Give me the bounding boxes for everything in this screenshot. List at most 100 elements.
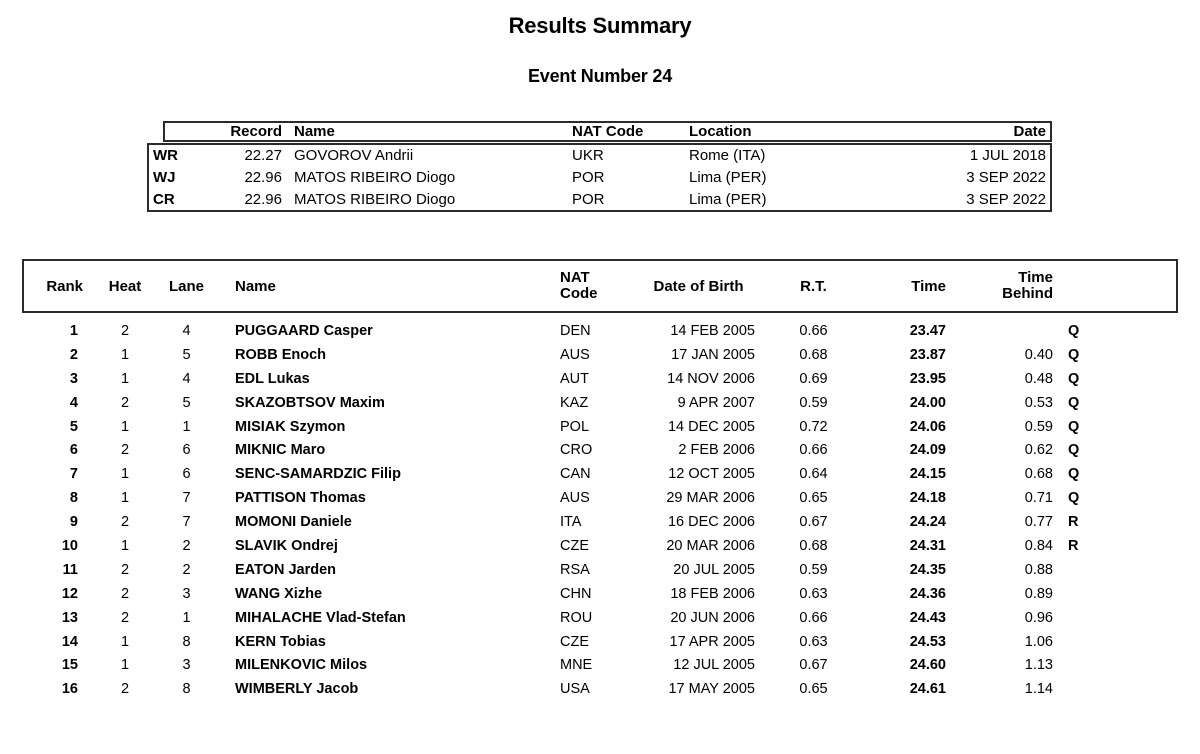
reaction-time-cell: 0.59 [799,394,828,411]
record-time-cell: 22.96 [244,190,282,208]
swimmer-name-cell: PUGGAARD Casper [235,322,373,339]
record-nat-cell: POR [572,190,605,208]
lane-cell: 6 [182,442,191,459]
nat-code-cell: USA [560,681,590,698]
record-nat-cell: UKR [572,147,604,165]
date-of-birth-cell: 9 APR 2007 [677,394,755,411]
swimmer-name-cell: MOMONI Daniele [235,514,352,531]
record-holder-cell: GOVOROV Andrii [294,147,414,165]
time-behind-cell: 0.48 [1024,370,1053,387]
rank-cell: 1 [69,322,78,339]
time-cell: 24.18 [909,490,946,507]
heat-cell: 1 [120,537,130,554]
nat-code-cell: CAN [560,466,591,483]
time-behind-cell: 0.71 [1024,490,1053,507]
time-cell: 24.24 [909,514,946,531]
rank-cell: 9 [69,514,78,531]
qualification-cell: Q [1068,394,1080,411]
date-of-birth-cell: 14 FEB 2005 [670,322,755,339]
reaction-time-cell: 0.63 [799,633,828,650]
rank-cell: 4 [69,394,78,411]
qualification-cell: R [1068,537,1079,554]
qualification-cell: Q [1068,346,1080,363]
record-type-cell: WJ [153,169,176,187]
result-row: 7 1 6 SENC-SAMARDZIC Filip CAN 12 OCT 20… [24,462,1176,486]
heat-cell: 1 [120,490,130,507]
time-behind-cell: 0.40 [1024,346,1053,363]
heat-cell: 1 [120,633,130,650]
swimmer-name-cell: EDL Lukas [235,370,310,387]
results-header-reaction-time: R.T. [800,277,827,295]
lane-cell: 3 [182,657,191,674]
time-behind-cell: 1.06 [1024,633,1053,650]
swimmer-name-cell: MIHALACHE Vlad-Stefan [235,609,406,626]
time-cell: 23.95 [909,370,946,387]
swimmer-name-cell: SENC-SAMARDZIC Filip [235,466,401,483]
results-header-time-behind: Time Behind [1002,270,1053,302]
result-row: 5 1 1 MISIAK Szymon POL 14 DEC 2005 0.72… [24,415,1176,439]
date-of-birth-cell: 20 JUL 2005 [673,561,755,578]
rank-cell: 2 [69,346,78,363]
result-row: 16 2 8 WIMBERLY Jacob USA 17 MAY 2005 0.… [24,677,1176,701]
heat-cell: 2 [120,514,130,531]
results-header-name: Name [235,277,276,295]
swimmer-name-cell: SLAVIK Ondrej [235,537,338,554]
results-header-time: Time [911,277,946,295]
date-of-birth-cell: 17 JAN 2005 [671,346,755,363]
rank-cell: 10 [61,537,78,554]
reaction-time-cell: 0.69 [799,370,828,387]
record-row: WR 22.27 GOVOROV Andrii UKR Rome (ITA) 1… [149,145,1050,167]
qualification-cell: Q [1068,490,1080,507]
time-behind-cell: 0.68 [1024,466,1053,483]
time-behind-cell: 0.62 [1024,442,1053,459]
lane-cell: 5 [182,394,191,411]
nat-code-cell: RSA [560,561,590,578]
result-row: 4 2 5 SKAZOBTSOV Maxim KAZ 9 APR 2007 0.… [24,391,1176,415]
nat-code-cell: AUT [560,370,589,387]
record-time-cell: 22.27 [244,147,282,165]
rank-cell: 5 [69,418,78,435]
time-cell: 24.15 [909,466,946,483]
time-cell: 24.35 [909,561,946,578]
time-cell: 23.87 [909,346,946,363]
qualification-cell: Q [1068,322,1080,339]
event-subtitle: Event Number 24 [527,66,673,86]
lane-cell: 2 [182,561,191,578]
rank-cell: 12 [61,585,78,602]
record-type-cell: WR [153,147,178,165]
date-of-birth-cell: 14 DEC 2005 [667,418,755,435]
heat-cell: 1 [120,466,130,483]
record-location-cell: Rome (ITA) [689,147,766,165]
records-table: Record Name NAT Code Location Date WR 22… [147,121,1052,213]
nat-code-cell: DEN [560,322,591,339]
swimmer-name-cell: EATON Jarden [235,561,336,578]
nat-code-cell: AUS [560,490,590,507]
date-of-birth-cell: 18 FEB 2006 [670,585,755,602]
heat-cell: 2 [120,561,130,578]
date-of-birth-cell: 14 NOV 2006 [667,370,755,387]
heat-cell: 1 [120,657,130,674]
swimmer-name-cell: WIMBERLY Jacob [235,681,359,698]
nat-code-cell: ITA [560,514,582,531]
result-row: 11 2 2 EATON Jarden RSA 20 JUL 2005 0.59… [24,558,1176,582]
lane-cell: 6 [182,466,191,483]
time-cell: 24.06 [909,418,946,435]
time-behind-cell: 0.53 [1024,394,1053,411]
time-behind-cell: 0.77 [1024,514,1053,531]
results-header-rank: Rank [46,277,83,295]
result-row: 14 1 8 KERN Tobias CZE 17 APR 2005 0.63 … [24,630,1176,654]
result-row: 3 1 4 EDL Lukas AUT 14 NOV 2006 0.69 23.… [24,367,1176,391]
lane-cell: 8 [182,633,191,650]
record-location-cell: Lima (PER) [689,190,767,208]
record-type-cell: CR [153,190,175,208]
nat-code-cell: CZE [560,537,589,554]
qualification-cell: Q [1068,466,1080,483]
rank-cell: 14 [61,633,78,650]
heat-cell: 1 [120,346,130,363]
result-row: 2 1 5 ROBB Enoch AUS 17 JAN 2005 0.68 23… [24,343,1176,367]
heat-cell: 2 [120,681,130,698]
heat-cell: 2 [120,394,130,411]
date-of-birth-cell: 16 DEC 2006 [667,514,755,531]
lane-cell: 2 [182,537,191,554]
